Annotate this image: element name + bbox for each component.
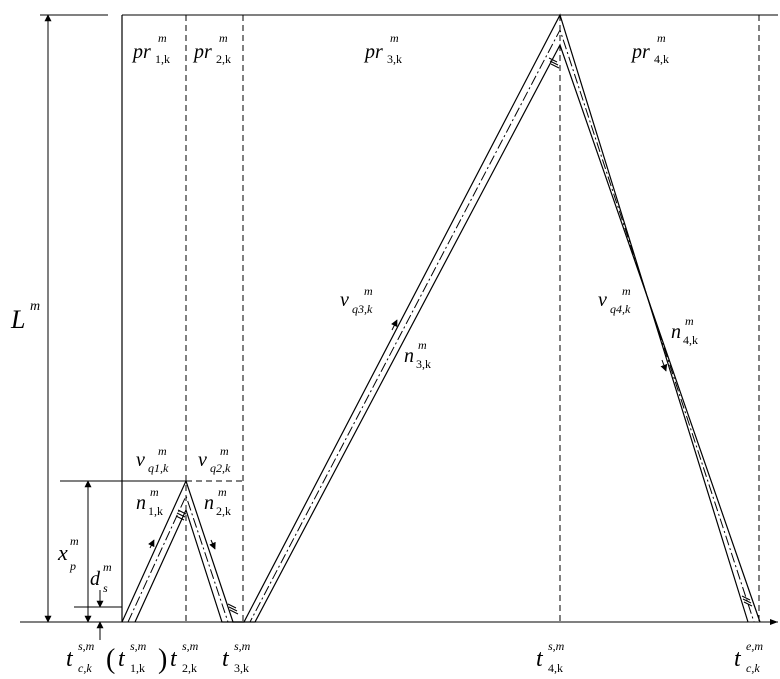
label-n3: n m 3,k	[404, 338, 431, 371]
svg-text:d: d	[90, 568, 101, 590]
label-pr2: pr m 2,k	[192, 31, 231, 66]
arrow-segment-2	[209, 539, 216, 550]
svg-text:s,m: s,m	[182, 639, 199, 653]
label-paren-close: )	[158, 644, 167, 675]
svg-text:n: n	[404, 345, 414, 367]
svg-text:m: m	[103, 560, 112, 574]
svg-text:m: m	[158, 444, 167, 458]
svg-text:x: x	[57, 540, 68, 565]
svg-text:s,m: s,m	[548, 639, 565, 653]
svg-text:m: m	[158, 31, 167, 45]
svg-text:s: s	[103, 581, 108, 595]
label-tc-start: t s,m c,k	[66, 639, 95, 675]
svg-text:s,m: s,m	[78, 639, 95, 653]
svg-text:pr: pr	[363, 41, 383, 63]
label-n4: n m 4,k	[671, 314, 698, 347]
svg-text:m: m	[70, 534, 79, 548]
label-vq4: v m q4,k	[598, 284, 631, 316]
svg-text:m: m	[418, 338, 427, 352]
svg-text:n: n	[204, 492, 214, 514]
svg-text:3,k: 3,k	[387, 52, 402, 66]
svg-text:L: L	[10, 305, 25, 334]
arrow-segment-3	[391, 319, 398, 331]
svg-text:v: v	[598, 289, 607, 311]
svg-text:m: m	[218, 485, 227, 499]
svg-text:m: m	[390, 31, 399, 45]
label-pr1: pr m 1,k	[131, 31, 170, 66]
arrow-segment-1	[148, 539, 155, 549]
time-axis-arrowhead	[770, 619, 778, 625]
arrow-segment-4	[660, 359, 668, 372]
svg-text:4,k: 4,k	[548, 661, 563, 675]
svg-text:m: m	[220, 444, 229, 458]
svg-text:3,k: 3,k	[234, 661, 249, 675]
svg-text:t: t	[170, 646, 178, 672]
svg-text:s,m: s,m	[234, 639, 251, 653]
svg-text:q2,k: q2,k	[210, 461, 231, 475]
svg-text:2,k: 2,k	[216, 504, 231, 518]
svg-text:t: t	[222, 646, 230, 672]
label-n1: n m 1,k	[136, 485, 163, 518]
label-vq2: v m q2,k	[198, 444, 231, 475]
svg-text:3,k: 3,k	[416, 357, 431, 371]
svg-text:n: n	[136, 492, 146, 514]
label-pr3: pr m 3,k	[363, 31, 402, 66]
svg-text:c,k: c,k	[746, 661, 760, 675]
svg-text:1,k: 1,k	[155, 52, 170, 66]
svg-text:m: m	[364, 284, 373, 298]
svg-text:q4,k: q4,k	[610, 302, 631, 316]
label-pr4: pr m 4,k	[630, 31, 669, 66]
label-vq3: v m q3,k	[340, 284, 373, 316]
svg-text:v: v	[198, 449, 207, 471]
svg-text:v: v	[340, 289, 349, 311]
svg-text:m: m	[622, 284, 631, 298]
svg-text:s,m: s,m	[130, 639, 147, 653]
svg-text:q1,k: q1,k	[148, 461, 169, 475]
label-t1: t s,m 1,k	[118, 639, 147, 675]
svg-text:p: p	[69, 559, 76, 573]
svg-text:q3,k: q3,k	[352, 302, 373, 316]
label-t4: t s,m 4,k	[536, 639, 565, 675]
svg-text:pr: pr	[630, 41, 650, 63]
svg-text:m: m	[685, 314, 694, 328]
svg-text:t: t	[536, 646, 544, 672]
trajectory-center	[127, 28, 755, 623]
svg-text:t: t	[66, 646, 74, 672]
svg-text:2,k: 2,k	[216, 52, 231, 66]
svg-text:pr: pr	[131, 41, 151, 63]
svg-text:4,k: 4,k	[654, 52, 669, 66]
label-paren-open: (	[106, 644, 115, 675]
svg-text:2,k: 2,k	[182, 661, 197, 675]
label-length: L m	[10, 299, 40, 334]
svg-text:e,m: e,m	[746, 639, 763, 653]
label-vq1: v m q1,k	[136, 444, 169, 475]
svg-text:1,k: 1,k	[148, 504, 163, 518]
svg-text:m: m	[30, 299, 40, 314]
trajectory-inner	[134, 43, 761, 623]
svg-text:c,k: c,k	[78, 661, 92, 675]
svg-text:v: v	[136, 449, 145, 471]
label-t3: t s,m 3,k	[222, 639, 251, 675]
svg-text:t: t	[118, 646, 126, 672]
label-tc-end: t e,m c,k	[734, 639, 763, 675]
svg-text:1,k: 1,k	[130, 661, 145, 675]
svg-text:n: n	[671, 321, 681, 343]
label-xp: x m p	[57, 534, 79, 573]
label-t2: t s,m 2,k	[170, 639, 199, 675]
hatch-marks	[175, 57, 753, 615]
label-ds: d m s	[90, 560, 112, 595]
label-n2: n m 2,k	[204, 485, 231, 518]
svg-text:m: m	[657, 31, 666, 45]
svg-text:pr: pr	[192, 41, 212, 63]
svg-text:m: m	[150, 485, 159, 499]
svg-text:t: t	[734, 646, 742, 672]
svg-text:4,k: 4,k	[683, 333, 698, 347]
svg-text:m: m	[219, 31, 228, 45]
